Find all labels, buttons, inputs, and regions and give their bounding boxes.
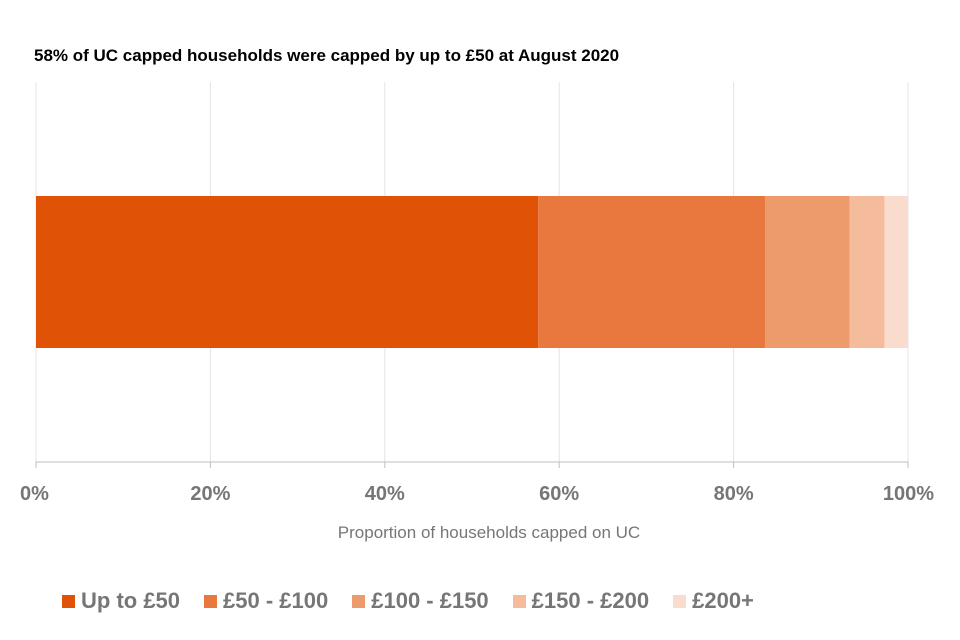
x-axis-tick-labels: 0% 20% 40% 60% 80% 100% <box>20 483 934 505</box>
legend-label: £150 - £200 <box>531 588 650 613</box>
bar-segment <box>849 196 885 348</box>
legend-item: Up to £50 <box>62 588 180 614</box>
x-tick-label: 100% <box>883 483 934 505</box>
x-tick-label: 20% <box>190 483 230 505</box>
legend-swatch <box>62 594 75 608</box>
bar-segment <box>884 196 908 348</box>
x-tick-label: 40% <box>365 483 405 505</box>
bar-segment <box>36 196 539 348</box>
legend-item: £100 - £150 <box>352 588 489 614</box>
legend-label: Up to £50 <box>81 588 181 613</box>
bar-segment <box>538 196 765 348</box>
legend-item: £200+ <box>673 588 754 614</box>
legend-item: £150 - £200 <box>512 588 650 614</box>
legend-swatch <box>512 594 526 608</box>
legend-label: £50 - £100 <box>223 588 329 613</box>
x-tick-label: 0% <box>20 483 49 505</box>
chart-title: 58% of UC capped households were capped … <box>34 46 620 65</box>
legend-item: £50 - £100 <box>204 588 328 614</box>
legend-swatch <box>204 594 218 608</box>
legend-swatch <box>352 594 366 608</box>
stacked-bar <box>36 196 908 348</box>
x-axis-ticks <box>35 462 909 468</box>
legend-label: £200+ <box>692 588 754 613</box>
legend: Up to £50 £50 - £100 £100 - £150 £150 - £20… <box>62 588 778 614</box>
x-axis-title: Proportion of households capped on UC <box>338 523 640 542</box>
bar-segment <box>764 196 850 348</box>
x-tick-label: 80% <box>714 483 754 505</box>
legend-label: £100 - £150 <box>371 588 489 613</box>
legend-swatch <box>673 594 687 608</box>
x-tick-label: 60% <box>539 483 579 505</box>
